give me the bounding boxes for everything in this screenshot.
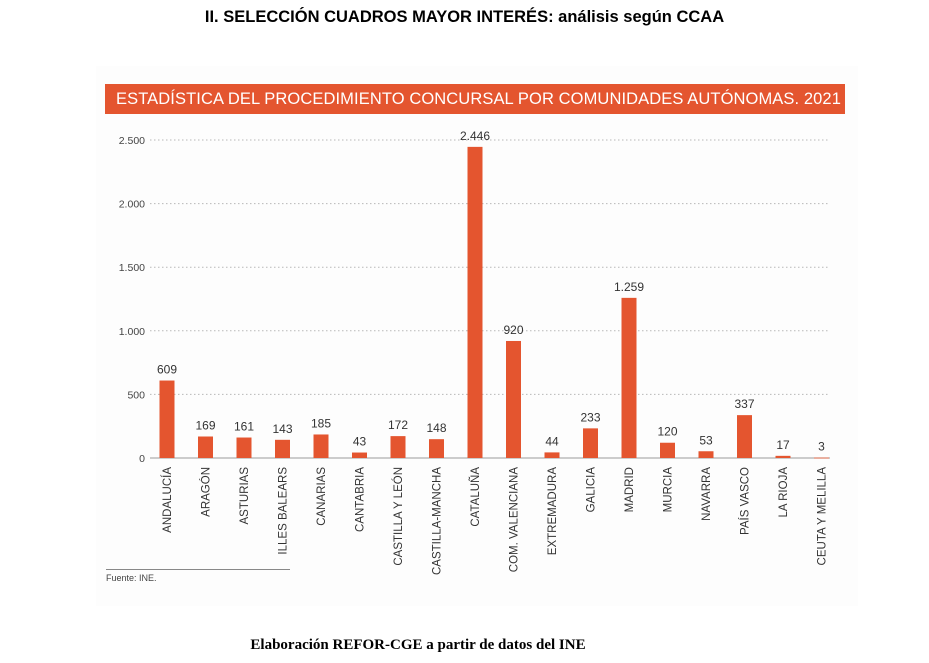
x-tick-label: CANTABRIA	[355, 467, 367, 532]
x-tick-label: EXTREMADURA	[547, 467, 559, 556]
bar	[198, 436, 213, 458]
y-tick-label: 2.000	[119, 199, 145, 211]
x-tick-label: ILLES BALEARS	[278, 467, 290, 555]
data-label: 44	[545, 434, 559, 448]
data-label: 43	[353, 435, 367, 449]
data-label: 920	[503, 323, 523, 337]
data-label: 2.446	[460, 129, 490, 143]
bar	[814, 457, 829, 459]
footer-credit: Elaboración REFOR-CGE a partir de datos …	[250, 637, 586, 653]
bar	[429, 439, 444, 458]
bar	[159, 380, 175, 458]
data-label: 185	[311, 416, 331, 430]
bar	[775, 455, 791, 458]
data-label: 143	[272, 422, 292, 436]
source-note: Fuente: INE.	[106, 573, 157, 583]
x-tick-label: GALICIA	[586, 467, 598, 513]
bar	[737, 415, 752, 458]
bar	[660, 442, 675, 458]
x-tick-label: ASTURIAS	[239, 467, 251, 525]
data-label: 161	[234, 420, 254, 434]
bar	[467, 146, 483, 458]
x-tick-label: CANARIAS	[316, 467, 328, 526]
x-tick-label: CASTILLA-MANCHA	[432, 467, 444, 575]
bar	[621, 297, 637, 458]
bar	[352, 452, 367, 458]
bar	[236, 437, 252, 458]
source-divider	[106, 569, 290, 570]
x-tick-label: NAVARRA	[701, 467, 713, 521]
bar	[698, 451, 714, 458]
data-label: 172	[388, 418, 408, 432]
x-tick-label: PAÍS VASCO	[739, 467, 752, 535]
data-label: 233	[580, 410, 600, 424]
data-label: 1.259	[614, 280, 644, 294]
data-label: 3	[818, 440, 825, 454]
x-tick-label: COM. VALENCIANA	[509, 467, 521, 573]
data-label: 148	[426, 421, 446, 435]
x-tick-label: MURCIA	[663, 467, 675, 513]
data-label: 609	[157, 363, 177, 377]
y-tick-label: 1.500	[119, 262, 145, 274]
y-tick-label: 500	[127, 389, 145, 401]
x-tick-label: ARAGÓN	[200, 467, 213, 517]
x-tick-label: ANDALUCÍA	[161, 467, 174, 533]
y-tick-label: 1.000	[119, 326, 145, 338]
bar	[275, 439, 290, 458]
bar	[313, 434, 329, 458]
data-label: 337	[734, 397, 754, 411]
bar	[390, 436, 406, 458]
data-label: 120	[657, 425, 677, 439]
x-tick-label: MADRID	[624, 467, 636, 512]
bar	[544, 452, 560, 458]
chart-title: ESTADÍSTICA DEL PROCEDIMIENTO CONCURSAL …	[105, 84, 845, 114]
y-tick-label: 0	[139, 453, 145, 465]
data-label: 169	[195, 419, 215, 433]
bar	[583, 428, 598, 458]
bar	[506, 340, 521, 458]
data-label: 53	[699, 433, 713, 447]
x-tick-label: CEUTA Y MELILLA	[817, 467, 829, 566]
x-tick-label: LA RIOJA	[778, 467, 790, 518]
data-label: 17	[776, 438, 790, 452]
y-tick-label: 2.500	[119, 135, 145, 147]
x-tick-label: CASTILLA Y LEÓN	[392, 467, 405, 566]
page-heading: II. SELECCIÓN CUADROS MAYOR INTERÉS: aná…	[204, 8, 725, 26]
x-tick-label: CATALUÑA	[469, 467, 482, 527]
